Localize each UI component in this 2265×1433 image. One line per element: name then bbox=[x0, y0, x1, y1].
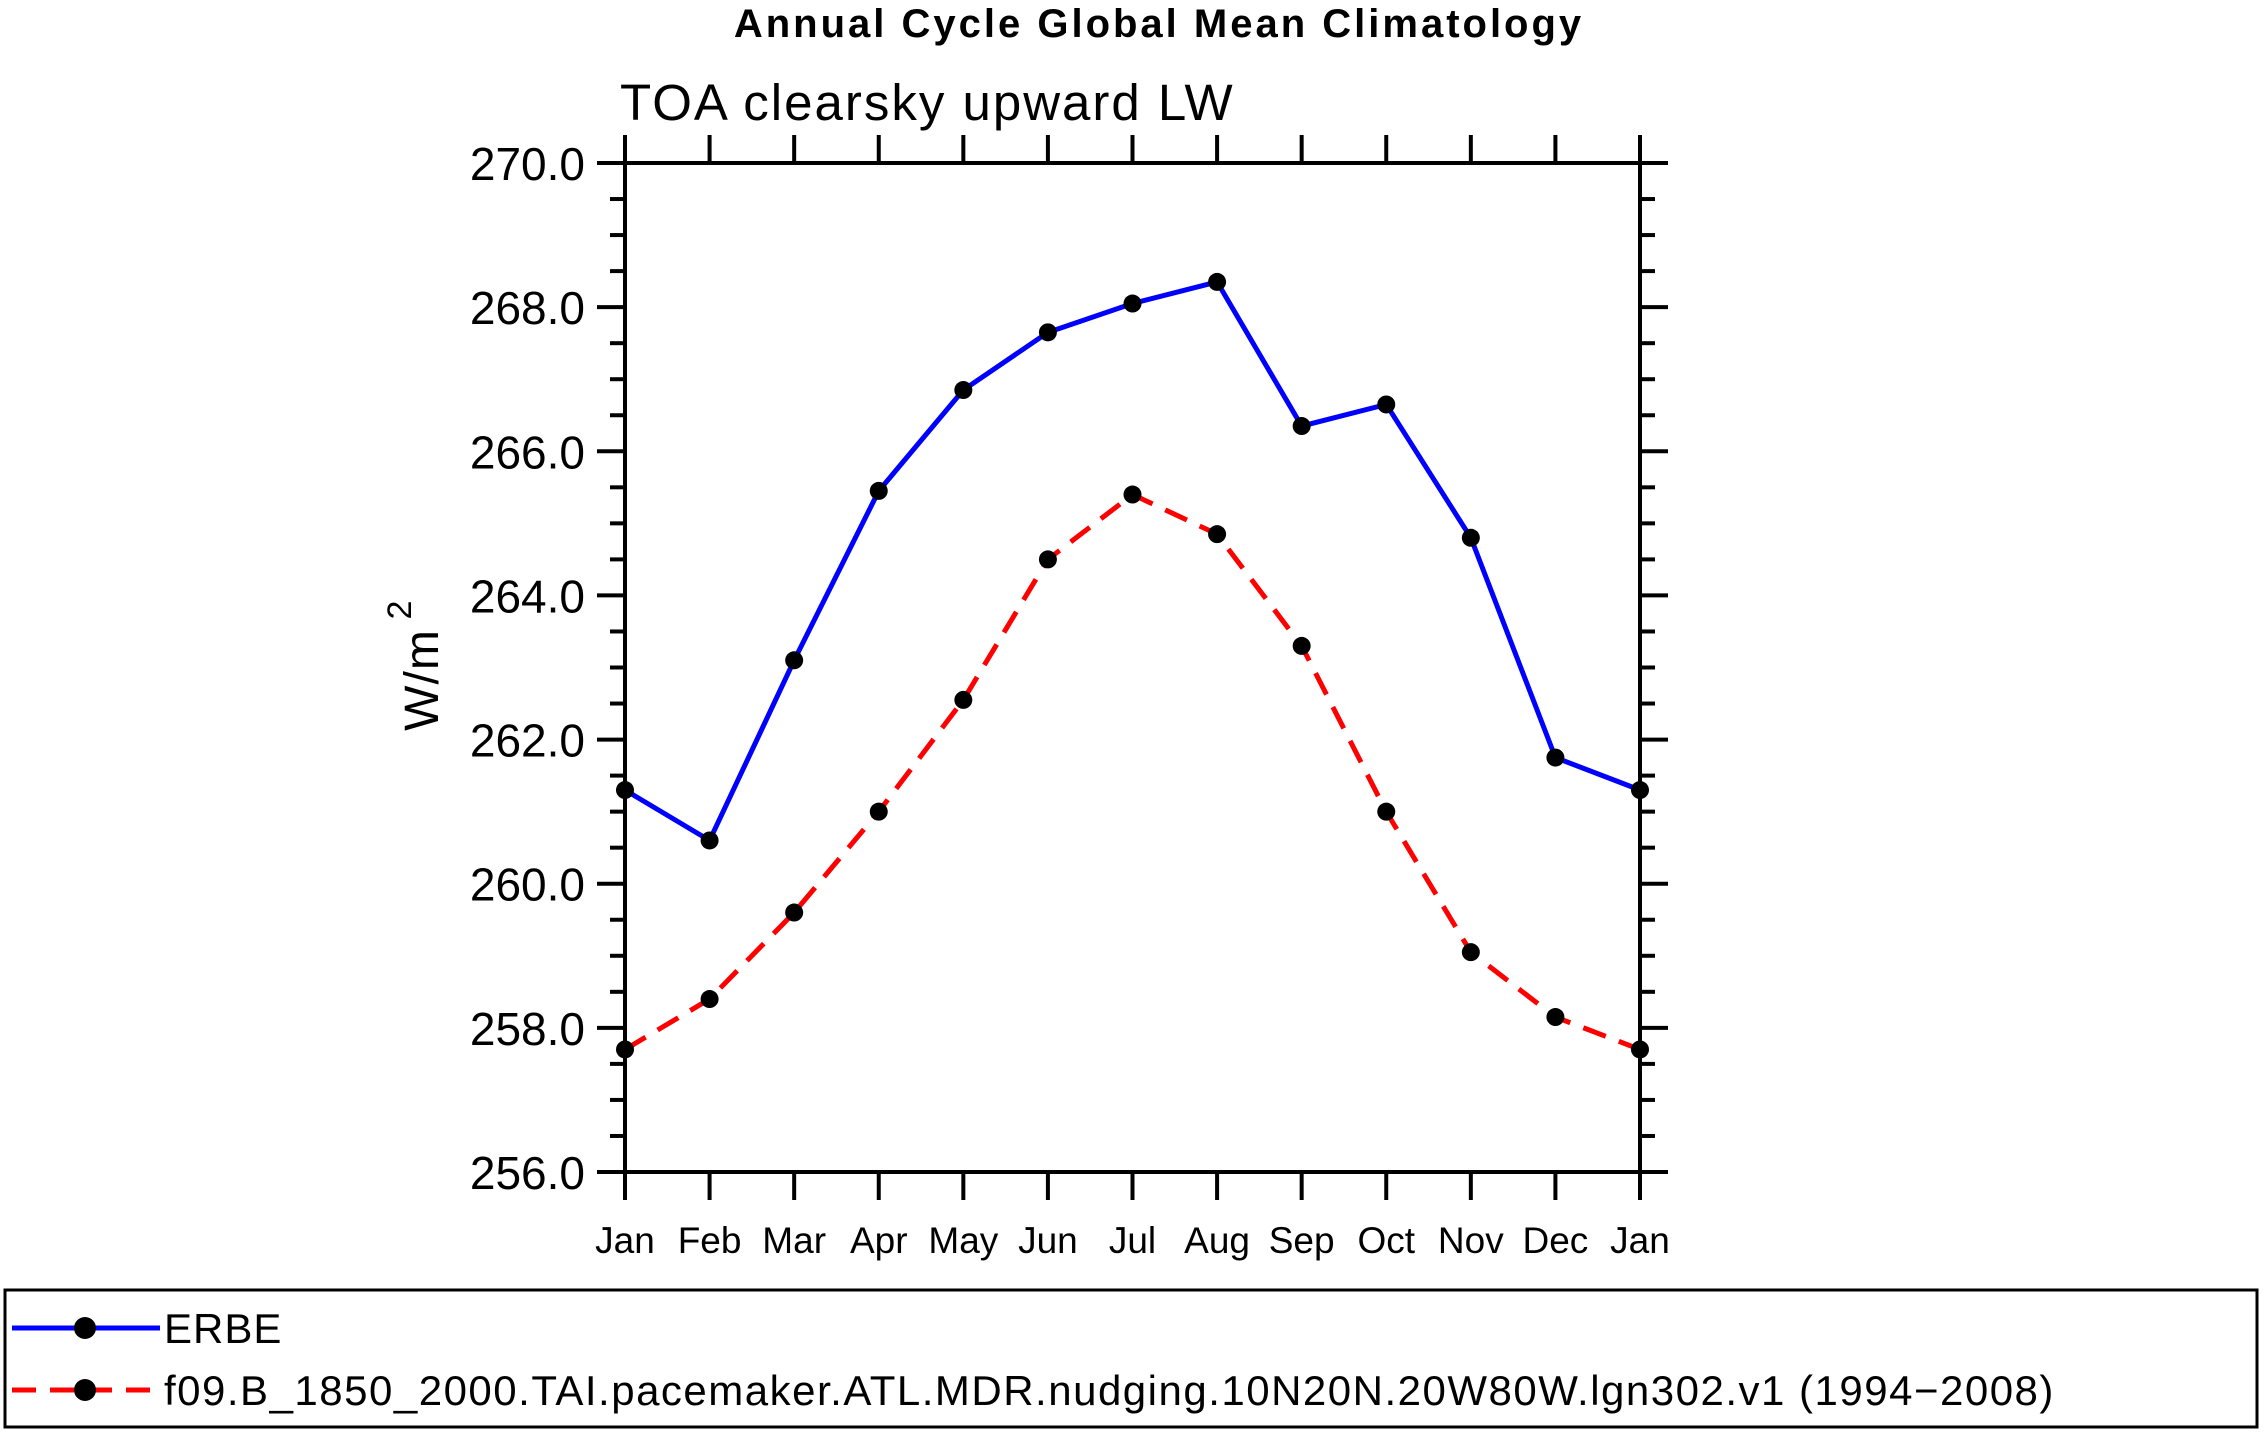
data-point-erbe bbox=[616, 781, 634, 800]
legend-label-erbe: ERBE bbox=[164, 1305, 282, 1352]
x-tick-label: Jun bbox=[1018, 1220, 1078, 1261]
y-tick-label: 262.0 bbox=[470, 715, 585, 767]
data-point-model bbox=[1123, 485, 1142, 504]
y-tick-label: 256.0 bbox=[470, 1147, 585, 1199]
x-tick-label: Feb bbox=[678, 1220, 742, 1261]
legend-marker-model bbox=[74, 1379, 96, 1401]
y-tick-label: 264.0 bbox=[470, 570, 585, 622]
y-tick-label: 270.0 bbox=[470, 138, 585, 190]
legend: ERBE f09.B_1850_2000.TAI.pacemaker.ATL.M… bbox=[3, 1288, 2259, 1429]
data-point-erbe bbox=[954, 381, 973, 400]
data-point-erbe bbox=[1546, 748, 1565, 767]
data-point-model bbox=[785, 903, 804, 922]
x-tick-label: Sep bbox=[1269, 1220, 1335, 1261]
y-tick-label: 258.0 bbox=[470, 1003, 585, 1055]
y-axis-label-exponent: 2 bbox=[381, 601, 419, 620]
y-axis-label: W/m bbox=[396, 629, 449, 731]
x-tick-label: Jan bbox=[1610, 1220, 1670, 1261]
y-tick-label: 266.0 bbox=[470, 426, 585, 478]
data-point-model bbox=[1208, 525, 1227, 544]
data-point-model bbox=[1461, 943, 1480, 962]
data-series bbox=[616, 272, 1649, 1059]
data-point-erbe bbox=[1461, 528, 1480, 547]
data-point-erbe bbox=[1038, 323, 1057, 342]
x-tick-label: Mar bbox=[762, 1220, 826, 1261]
data-point-model bbox=[869, 802, 888, 821]
series-line-erbe bbox=[623, 279, 1641, 845]
data-point-model bbox=[1377, 802, 1396, 821]
data-point-model bbox=[1292, 636, 1311, 655]
data-point-erbe bbox=[1631, 781, 1649, 800]
data-point-erbe bbox=[1377, 395, 1396, 414]
data-point-erbe bbox=[700, 831, 719, 850]
x-tick-label: Oct bbox=[1357, 1220, 1415, 1261]
data-point-model bbox=[700, 990, 719, 1009]
x-tick-label: Nov bbox=[1438, 1220, 1504, 1261]
data-point-erbe bbox=[1292, 417, 1311, 436]
plot-axes: 256.0 258.0 260.0 262.0 264.0 266.0 268.0 270.0… bbox=[470, 135, 1670, 1261]
data-point-erbe bbox=[869, 481, 888, 500]
data-point-erbe bbox=[785, 651, 804, 670]
legend-marker-erbe bbox=[74, 1317, 96, 1339]
x-tick-label: Jan bbox=[595, 1220, 655, 1261]
x-tick-label: Aug bbox=[1184, 1220, 1250, 1261]
legend-label-model: f09.B_1850_2000.TAI.pacemaker.ATL.MDR.nu… bbox=[164, 1367, 2055, 1414]
data-point-model bbox=[1631, 1040, 1649, 1059]
data-point-model bbox=[1038, 550, 1057, 569]
x-tick-label: May bbox=[928, 1220, 998, 1261]
legend-box bbox=[3, 1288, 2259, 1429]
x-tick-label: Apr bbox=[850, 1220, 908, 1261]
chart-title: Annual Cycle Global Mean Climatology bbox=[734, 2, 1584, 46]
data-point-model bbox=[954, 690, 973, 709]
data-point-model bbox=[1546, 1008, 1565, 1027]
x-tick-label: Dec bbox=[1523, 1220, 1589, 1261]
data-point-model bbox=[616, 1040, 634, 1059]
y-tick-label: 268.0 bbox=[470, 282, 585, 334]
chart-subtitle: TOA clearsky upward LW bbox=[620, 74, 1235, 131]
data-point-erbe bbox=[1123, 294, 1142, 313]
data-point-erbe bbox=[1208, 272, 1227, 291]
x-tick-label: Jul bbox=[1109, 1220, 1156, 1261]
plot-area-border bbox=[623, 161, 1642, 1174]
y-tick-label: 260.0 bbox=[470, 859, 585, 911]
